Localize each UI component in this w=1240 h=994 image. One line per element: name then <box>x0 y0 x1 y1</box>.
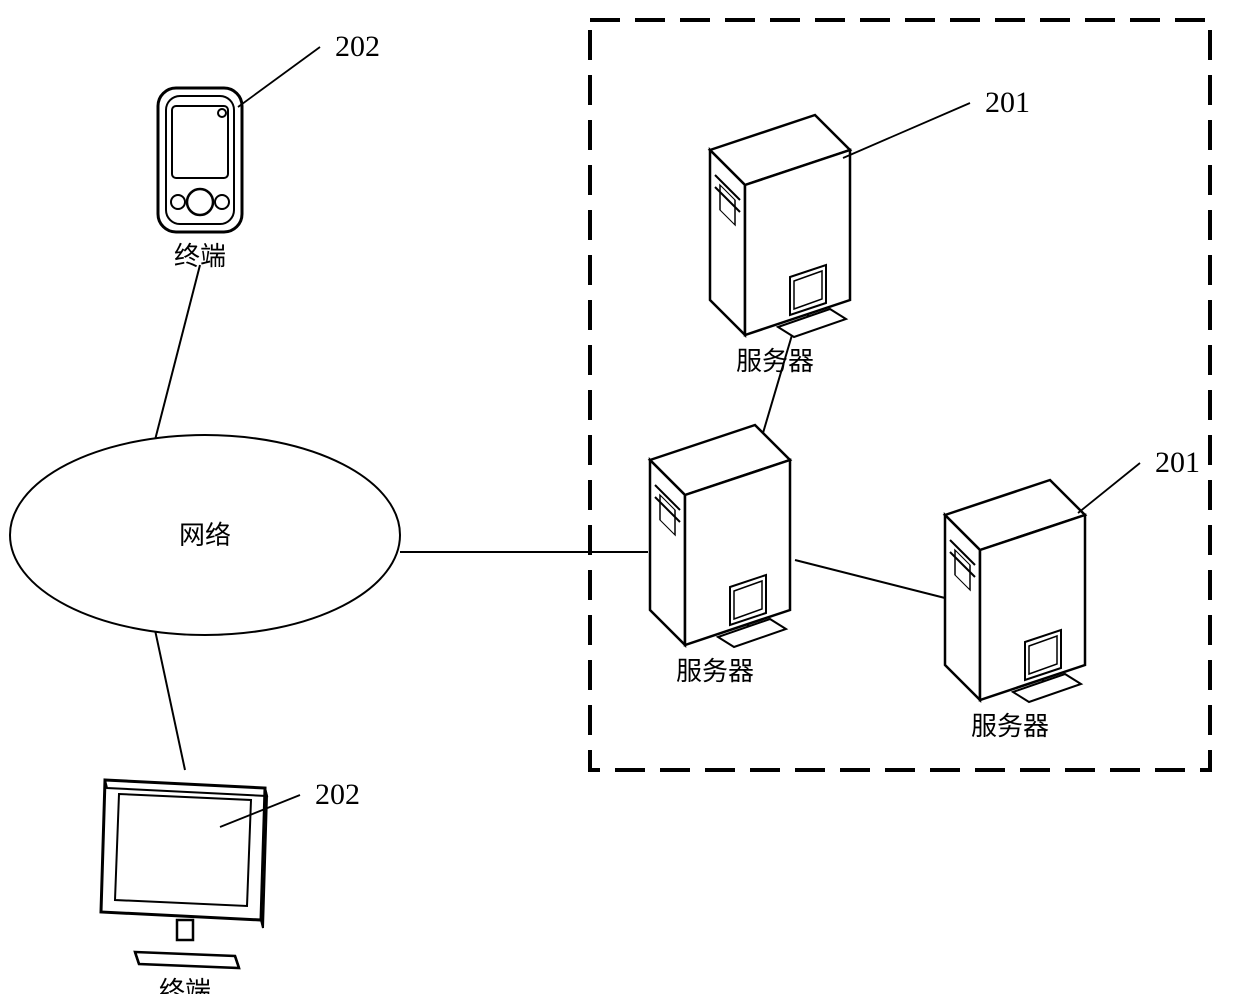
ref-srv1: 201 <box>985 86 1030 119</box>
node-srv3: 服务器 <box>945 480 1085 741</box>
network-label: 网络 <box>179 521 231 550</box>
edge-srv2-srv3 <box>795 560 945 598</box>
server-label: 服务器 <box>736 347 814 376</box>
node-monitor: 终端 <box>101 780 267 994</box>
terminal-label: 终端 <box>159 977 211 994</box>
node-network: 网络 <box>10 435 400 635</box>
ref-monitor: 202 <box>315 778 360 811</box>
leader-srv3 <box>1078 463 1140 513</box>
leader-pda <box>238 47 320 107</box>
node-srv1: 服务器 <box>710 115 850 376</box>
node-pda: 终端 <box>158 88 242 271</box>
ref-srv3: 201 <box>1155 446 1200 479</box>
ref-pda: 202 <box>335 30 380 63</box>
edge-monitor-network <box>155 630 185 770</box>
leader-srv1 <box>843 103 970 158</box>
edge-pda-network <box>155 265 200 440</box>
server-label: 服务器 <box>971 712 1049 741</box>
node-srv2: 服务器 <box>650 425 790 686</box>
terminal-label: 终端 <box>174 242 226 271</box>
server-label: 服务器 <box>676 657 754 686</box>
